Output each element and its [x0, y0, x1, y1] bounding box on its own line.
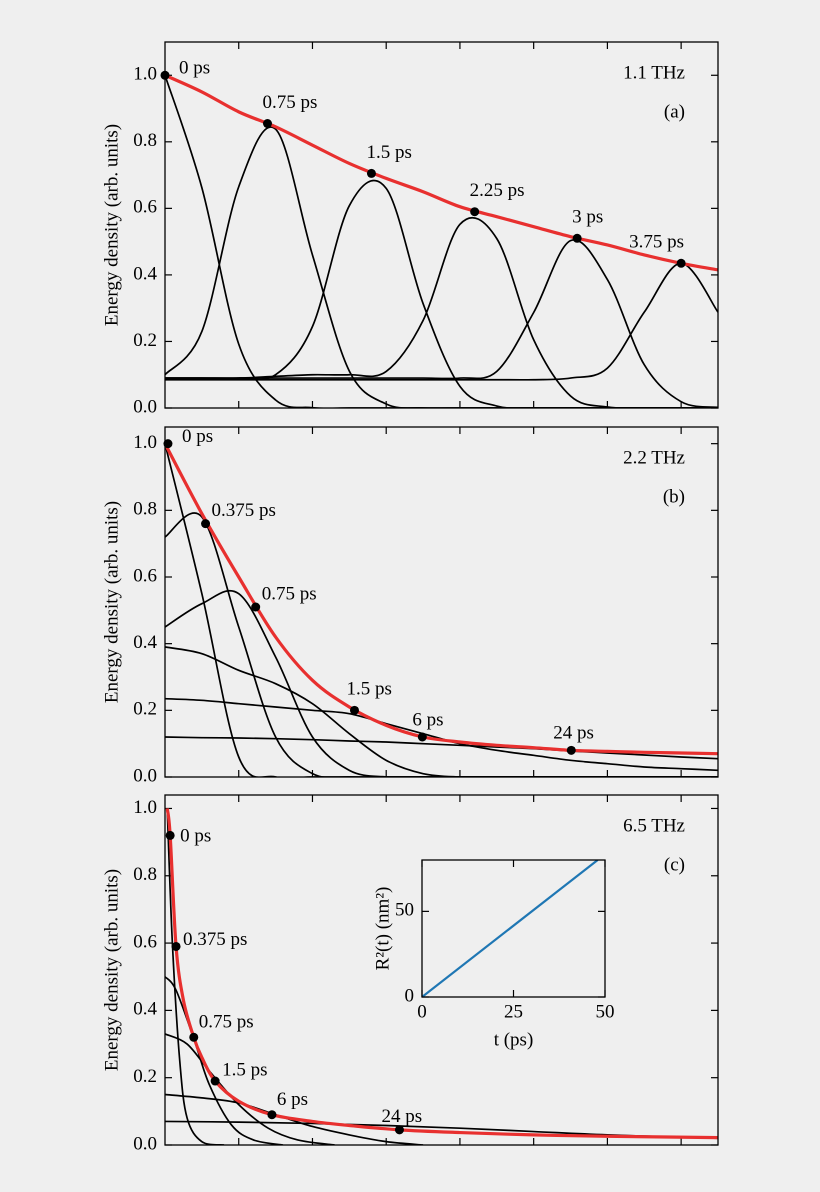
y-tick-label: 0.6 — [133, 565, 157, 586]
time-label: 0.75 ps — [262, 583, 317, 604]
time-marker — [201, 519, 211, 529]
time-label: 24 ps — [381, 1106, 422, 1127]
series-line — [166, 808, 225, 1145]
time-marker — [171, 941, 181, 951]
time-label: 3 ps — [572, 207, 603, 228]
time-label: 2.25 ps — [470, 180, 525, 201]
time-label: 24 ps — [553, 723, 594, 744]
series-line — [165, 216, 718, 408]
y-tick-label: 0.4 — [133, 263, 157, 284]
y-tick-label: 0.2 — [133, 330, 157, 351]
time-marker — [210, 1076, 220, 1086]
series-line — [165, 646, 718, 777]
panel: 0.0 0.2 0.4 0.6 0.8 1.0 0 ps 0.375 ps 0.75 ps 1.5… — [101, 426, 719, 786]
frequency-label: 6.5 THz — [623, 815, 685, 836]
time-label: 6 ps — [277, 1089, 308, 1110]
series-line — [165, 808, 718, 1140]
panel-label: (c) — [664, 854, 685, 875]
time-label: 0 ps — [179, 58, 210, 79]
frequency-label: 1.1 THz — [623, 62, 685, 83]
time-marker — [251, 602, 261, 612]
time-marker — [366, 168, 376, 178]
y-tick-label: 0.4 — [133, 632, 157, 653]
y-axis-label: Energy density (arb. units) — [101, 501, 122, 703]
time-marker — [163, 439, 173, 449]
x-tick-label: 25 — [504, 1001, 523, 1022]
y-tick-label: 0.0 — [133, 765, 157, 786]
time-marker — [572, 233, 582, 243]
y-tick-label: 0.8 — [133, 864, 157, 885]
y-tick-label: 0.8 — [133, 130, 157, 151]
series-line — [165, 512, 718, 777]
y-tick-label: 50 — [395, 900, 414, 921]
y-tick-label: 0.6 — [133, 197, 157, 218]
y-tick-label: 1.0 — [133, 432, 157, 453]
y-axis-label: Energy density (arb. units) — [101, 124, 122, 326]
panel-label: (b) — [663, 486, 685, 507]
y-tick-label: 0.8 — [133, 499, 157, 520]
time-marker — [262, 119, 272, 129]
time-label: 0 ps — [180, 826, 211, 847]
series-line — [165, 239, 718, 408]
time-label: 0 ps — [182, 426, 213, 447]
panel: 0.0 0.2 0.4 0.6 0.8 1.0 0 ps 0.375 ps 0.75 ps 1.5… — [101, 794, 719, 1154]
y-tick-label: 0.2 — [133, 1066, 157, 1087]
frequency-label: 2.2 THz — [623, 447, 685, 468]
y-tick-label: 1.0 — [133, 797, 157, 818]
y-tick-label: 0 — [405, 985, 415, 1006]
time-marker — [267, 1110, 277, 1120]
time-label: 0.375 ps — [212, 500, 276, 521]
time-label: 3.75 ps — [629, 232, 684, 253]
time-label: 0.75 ps — [199, 1012, 254, 1033]
y-tick-label: 1.0 — [133, 64, 157, 85]
series-line — [165, 1093, 424, 1145]
x-axis-label: t (ps) — [494, 1029, 534, 1050]
y-tick-label: 0.0 — [133, 396, 157, 417]
series-line — [165, 589, 718, 777]
series-line — [165, 1033, 335, 1145]
time-marker — [189, 1032, 199, 1042]
y-tick-label: 0.4 — [133, 999, 157, 1020]
series-line — [422, 860, 599, 997]
time-label: 0.75 ps — [262, 92, 317, 113]
series-line — [165, 442, 718, 756]
y-tick-label: 0.6 — [133, 931, 157, 952]
plot-area — [165, 795, 718, 1145]
axes-frame — [421, 859, 606, 998]
panel-label: (a) — [664, 101, 685, 122]
time-marker — [394, 1125, 404, 1135]
y-tick-label: 0.0 — [133, 1133, 157, 1154]
axes-frame — [164, 794, 719, 1146]
time-marker — [349, 705, 359, 715]
series-line — [165, 73, 718, 272]
time-label: 0.375 ps — [183, 929, 247, 950]
time-label: 1.5 ps — [346, 679, 391, 700]
series-line — [165, 262, 718, 381]
time-label: 1.5 ps — [222, 1059, 267, 1080]
time-marker — [165, 830, 175, 840]
plot-area — [165, 427, 718, 777]
plot-area — [165, 42, 718, 408]
time-label: 6 ps — [412, 709, 443, 730]
y-axis-label: R²(t) (nm²) — [372, 887, 393, 971]
panel: 0.0 0.2 0.4 0.6 0.8 1.0 0 ps 0.75 ps 1.5 ps 2.25 … — [101, 41, 719, 417]
series-line — [165, 976, 284, 1145]
series-line — [165, 75, 718, 408]
time-label: 1.5 ps — [366, 142, 411, 163]
time-marker — [417, 732, 427, 742]
axes-frame — [164, 426, 719, 778]
x-tick-label: 50 — [596, 1001, 615, 1022]
time-marker — [470, 207, 480, 217]
y-tick-label: 0.2 — [133, 699, 157, 720]
time-marker — [566, 745, 576, 755]
time-marker — [676, 258, 686, 268]
axes-frame — [164, 41, 719, 409]
x-tick-label: 0 — [417, 1001, 427, 1022]
series-line — [165, 736, 718, 760]
y-axis-label: Energy density (arb. units) — [101, 869, 122, 1071]
